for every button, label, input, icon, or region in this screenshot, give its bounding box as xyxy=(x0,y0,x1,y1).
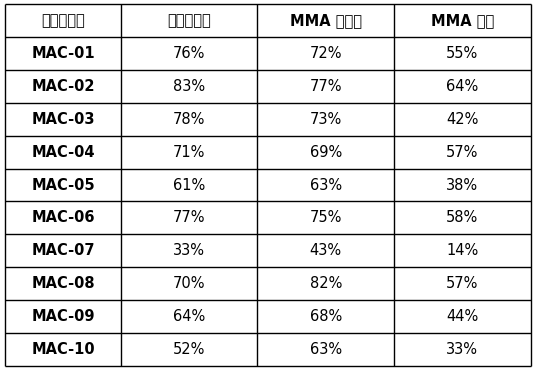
Text: MAC-08: MAC-08 xyxy=(31,276,95,292)
Text: 82%: 82% xyxy=(310,276,342,292)
Text: MMA 收率: MMA 收率 xyxy=(431,13,494,28)
Text: 61%: 61% xyxy=(173,178,205,192)
Text: 72%: 72% xyxy=(309,46,342,61)
Text: 68%: 68% xyxy=(310,309,342,324)
Text: 75%: 75% xyxy=(310,211,342,225)
Text: 57%: 57% xyxy=(446,276,479,292)
Text: 33%: 33% xyxy=(173,243,205,258)
Text: 44%: 44% xyxy=(446,309,479,324)
Text: 14%: 14% xyxy=(446,243,479,258)
Text: MAC-07: MAC-07 xyxy=(32,243,95,258)
Text: MAC-06: MAC-06 xyxy=(32,211,95,225)
Text: 77%: 77% xyxy=(173,211,205,225)
Text: 83%: 83% xyxy=(173,78,205,94)
Text: 43%: 43% xyxy=(310,243,342,258)
Text: 33%: 33% xyxy=(446,342,478,357)
Text: 64%: 64% xyxy=(446,78,479,94)
Text: 77%: 77% xyxy=(309,78,342,94)
Text: 42%: 42% xyxy=(446,112,479,127)
Text: MMA 选择性: MMA 选择性 xyxy=(290,13,362,28)
Text: MAC-04: MAC-04 xyxy=(32,145,95,159)
Text: MAC-09: MAC-09 xyxy=(32,309,95,324)
Text: 38%: 38% xyxy=(446,178,479,192)
Text: 70%: 70% xyxy=(173,276,205,292)
Text: MAC-02: MAC-02 xyxy=(32,78,95,94)
Text: 71%: 71% xyxy=(173,145,205,159)
Text: 69%: 69% xyxy=(310,145,342,159)
Text: MAC-03: MAC-03 xyxy=(32,112,95,127)
Text: MAC-05: MAC-05 xyxy=(31,178,95,192)
Text: 73%: 73% xyxy=(310,112,342,127)
Text: 甲醛转化率: 甲醛转化率 xyxy=(167,13,211,28)
Text: 63%: 63% xyxy=(310,342,342,357)
Text: 催化剂编号: 催化剂编号 xyxy=(41,13,85,28)
Text: MAC-10: MAC-10 xyxy=(31,342,95,357)
Text: 63%: 63% xyxy=(310,178,342,192)
Text: 52%: 52% xyxy=(173,342,205,357)
Text: 78%: 78% xyxy=(173,112,205,127)
Text: 57%: 57% xyxy=(446,145,479,159)
Text: 64%: 64% xyxy=(173,309,205,324)
Text: 76%: 76% xyxy=(173,46,205,61)
Text: 55%: 55% xyxy=(446,46,479,61)
Text: MAC-01: MAC-01 xyxy=(31,46,95,61)
Text: 58%: 58% xyxy=(446,211,479,225)
